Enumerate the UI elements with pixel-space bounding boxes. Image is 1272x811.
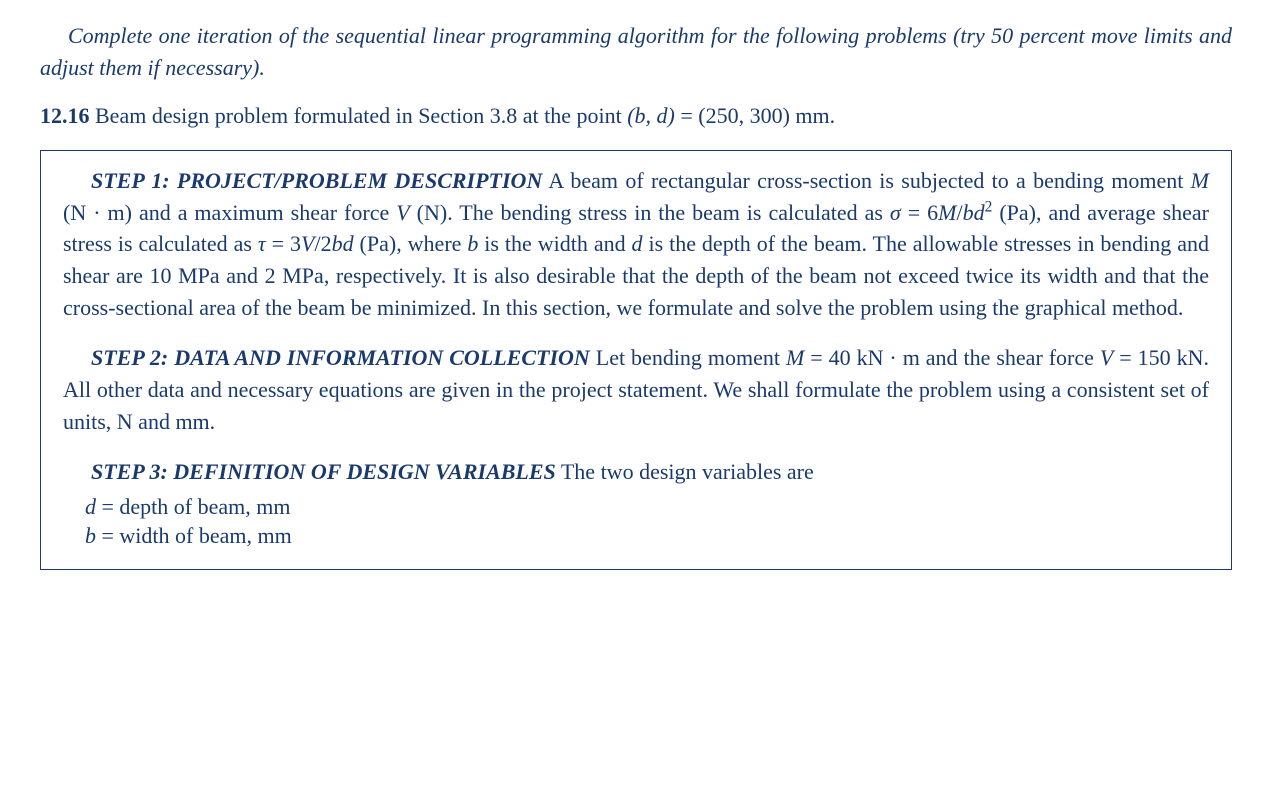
step1-eq2a: = 3	[266, 231, 301, 256]
step1-eq1-M: M	[938, 200, 956, 225]
problem-text-mid: at the point	[517, 103, 627, 128]
step2-body-2: and the shear force	[920, 345, 1100, 370]
step2-paragraph: STEP 2: DATA AND INFORMATION COLLECTION …	[63, 342, 1209, 438]
step1-symbol-V: V	[396, 200, 409, 225]
problem-section-ref: 3.8	[490, 103, 518, 128]
step1-body-3: . The bending stress in the beam is calc…	[447, 200, 890, 225]
step1-unit-V: (N)	[410, 200, 448, 225]
problem-statement: 12.16 Beam design problem formulated in …	[40, 100, 1232, 132]
step1-allow-shear: 2 MPa	[265, 263, 324, 288]
problem-unit: mm.	[790, 103, 835, 128]
step1-symbol-M: M	[1191, 168, 1209, 193]
step1-body-2: and a maximum shear force	[132, 200, 396, 225]
problem-number: 12.16	[40, 103, 90, 128]
step2-symbol-M: M	[786, 345, 804, 370]
instruction-percent: 50	[991, 23, 1013, 48]
step2-symbol-V: V	[1100, 345, 1113, 370]
step3-var-d: d = depth of beam, mm	[85, 492, 1209, 522]
step1-eq2-V: V	[301, 231, 314, 256]
step3-var-d-def: = depth of beam, mm	[96, 494, 290, 519]
step1-allow-bend: 10 MPa	[149, 263, 219, 288]
problem-text-prefix: Beam design problem formulated in Sectio…	[90, 103, 490, 128]
step1-eq1-unit: (Pa)	[992, 200, 1036, 225]
step2-body-pre: Let bending moment	[590, 345, 786, 370]
step1-symbol-b: b	[467, 231, 478, 256]
step2-heading: STEP 2: DATA AND INFORMATION COLLECTION	[91, 345, 590, 370]
problem-point-value: (250, 300)	[698, 103, 790, 128]
step1-eq1a: = 6	[901, 200, 938, 225]
step2-eq-V: = 150 kN	[1113, 345, 1203, 370]
step1-eq1-bd: bd	[963, 200, 985, 225]
instruction-prefix: Complete one iteration of the sequential…	[68, 23, 991, 48]
problem-point-vars: (b, d)	[627, 103, 675, 128]
step1-paragraph: STEP 1: PROJECT/PROBLEM DESCRIPTION A be…	[63, 165, 1209, 324]
step1-body-pre: A beam of rectangular cross-section is s…	[542, 168, 1190, 193]
step1-eq2b: /2	[314, 231, 331, 256]
step1-body-5: , where	[396, 231, 467, 256]
step1-tau: τ	[258, 231, 266, 256]
step3-paragraph: STEP 3: DEFINITION OF DESIGN VARIABLES T…	[63, 456, 1209, 551]
step3-var-b: b = width of beam, mm	[85, 521, 1209, 551]
step1-unit-M: (N · m)	[63, 200, 132, 225]
step3-var-d-sym: d	[85, 494, 96, 519]
problem-equals: =	[675, 103, 698, 128]
step3-variable-list: d = depth of beam, mm b = width of beam,…	[85, 492, 1209, 551]
step3-body: The two design variables are	[556, 459, 814, 484]
step3-var-b-def: = width of beam, mm	[96, 523, 292, 548]
step1-eq2-unit: (Pa)	[354, 231, 397, 256]
step3-heading: STEP 3: DEFINITION OF DESIGN VARIABLES	[91, 459, 556, 484]
step1-and: and	[220, 263, 265, 288]
step1-sigma: σ	[890, 200, 901, 225]
step1-body-6: is the width and	[478, 231, 631, 256]
step3-var-b-sym: b	[85, 523, 96, 548]
step1-eq2-bd: bd	[332, 231, 354, 256]
step1-symbol-d: d	[632, 231, 643, 256]
step1-heading: STEP 1: PROJECT/PROBLEM DESCRIPTION	[91, 168, 542, 193]
step2-eq-M: = 40 kN · m	[804, 345, 920, 370]
problem-box: STEP 1: PROJECT/PROBLEM DESCRIPTION A be…	[40, 150, 1232, 570]
exercise-instruction: Complete one iteration of the sequential…	[40, 20, 1232, 84]
